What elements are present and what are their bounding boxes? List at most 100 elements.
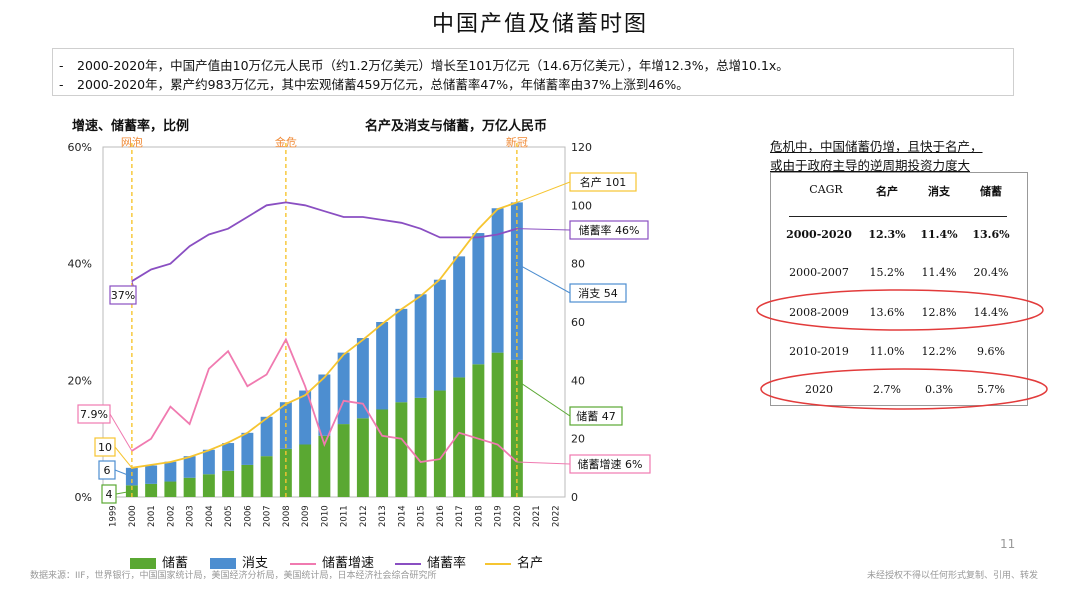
bar-saving: [318, 435, 331, 497]
page-title: 中国产值及储蓄时图: [431, 12, 648, 37]
x-tick-label: 2003: [186, 505, 196, 527]
bar-saving: [453, 377, 466, 497]
callout-label: 储蓄增速 6%: [578, 457, 643, 471]
table-cell: 12.3%: [868, 228, 906, 241]
bar-saving: [202, 474, 215, 497]
x-tick-label: 2012: [359, 505, 369, 527]
callout-leader: [516, 181, 571, 203]
x-tick-label: 2010: [320, 505, 330, 527]
bar-consumption: [145, 465, 158, 484]
bar-saving: [395, 402, 408, 497]
table-cell: 13.6%: [869, 306, 905, 319]
note-line-2: -2000-2020年，累产约983万亿元，其中宏观储蓄459万亿元，总储蓄率4…: [59, 74, 689, 93]
left-axis-title: 增速、储蓄率，比例: [72, 118, 189, 134]
legend-swatch: [210, 558, 236, 569]
table-cell: 5.7%: [977, 383, 1005, 396]
callout-label: 储蓄率 46%: [579, 223, 640, 237]
left-tick-label: 0%: [75, 491, 92, 504]
legend-label: 储蓄率: [427, 556, 467, 571]
callout-box: [569, 406, 623, 426]
x-tick-label: 2015: [417, 505, 427, 527]
x-tick-label: 2014: [397, 505, 407, 527]
bar-saving: [491, 352, 504, 497]
x-tick-label: 2017: [455, 505, 465, 527]
x-tick-label: 2021: [532, 505, 542, 527]
callout-box: [94, 437, 116, 457]
x-tick-label: 2020: [513, 505, 523, 527]
bar-consumption: [453, 256, 466, 378]
callout-label: 6: [104, 464, 111, 477]
x-tick-label: 2006: [243, 505, 253, 527]
bar-saving: [414, 397, 427, 497]
bar-consumption: [222, 443, 235, 471]
table-cell: 11.0%: [869, 345, 905, 358]
bar-consumption: [395, 308, 408, 403]
table-row-label: 2008-2009: [789, 306, 849, 319]
bar-saving: [472, 364, 485, 497]
line-saving-growth: [131, 337, 518, 463]
table-row-label: 2000-2007: [789, 266, 849, 279]
bar-consumption: [510, 202, 523, 360]
side-note-line-1: 危机中，中国储蓄仍增，且快于名产，: [770, 139, 983, 154]
bar-saving: [376, 409, 389, 497]
callout-leader: [516, 461, 571, 465]
x-tick-label: 2016: [436, 505, 446, 527]
right-tick-label: 80: [571, 258, 585, 271]
bar-consumption: [433, 279, 446, 391]
note-text: 2000-2020年，中国产值由10万亿元人民币（约1.2万亿美元）增长至101…: [77, 58, 789, 73]
x-tick-label: 2011: [340, 505, 350, 527]
legend-item-saving-growth: 储蓄增速: [290, 552, 374, 571]
bullet: -: [59, 58, 64, 73]
left-tick-label: 20%: [68, 374, 92, 387]
table-cell: 14.4%: [973, 306, 1009, 319]
bar-consumption: [241, 432, 254, 465]
note-text: 2000-2020年，累产约983万亿元，其中宏观储蓄459万亿元，总储蓄率47…: [77, 77, 689, 92]
legend-item-saving: 储蓄: [130, 552, 188, 571]
right-tick-label: 60: [571, 316, 585, 329]
event-label: 网泡: [121, 135, 143, 149]
table-cell: 12.2%: [921, 345, 957, 358]
x-tick-label: 2022: [551, 505, 561, 527]
legend-item-consumption: 消支: [210, 552, 268, 571]
left-tick-label: 60%: [68, 141, 92, 154]
legend-label: 储蓄: [162, 556, 189, 571]
callout-label: 37%: [111, 289, 135, 302]
summary-notes: -2000-2020年，中国产值由10万亿元人民币（约1.2万亿美元）增长至10…: [52, 48, 1014, 96]
bar-saving: [222, 470, 235, 497]
legend-swatch: [290, 562, 316, 565]
callout-box: [569, 172, 637, 192]
bar-consumption: [164, 461, 177, 482]
legend-item-saving-rate: 储蓄率: [395, 552, 466, 571]
legend-item-nominal-gdp: 名产: [485, 552, 543, 571]
copyright-footer: 未经授权不得以任何形式复制、引用、转发: [866, 571, 1038, 581]
bar-consumption: [260, 416, 273, 457]
x-tick-label: 2019: [494, 505, 504, 527]
right-axis-title: 名产及消支与储蓄，万亿人民币: [365, 118, 547, 134]
x-tick-label: 2002: [166, 505, 176, 527]
callout-box: [109, 285, 137, 305]
legend-label: 名产: [517, 556, 544, 571]
bar-consumption: [183, 456, 196, 478]
cagr-table: CAGR 名产 消支 储蓄 2000-2020 12.3% 11.4% 13.6…: [770, 172, 1028, 406]
line-nominal-gdp: [131, 201, 518, 469]
callout-leader: [516, 263, 571, 294]
x-tick-label: 2005: [224, 505, 234, 527]
table-cell: 13.6%: [972, 228, 1010, 241]
table-header-consumption: 消支: [928, 185, 950, 198]
callout-leader: [109, 413, 133, 452]
bar-consumption: [491, 208, 504, 353]
bar-saving: [241, 464, 254, 497]
callout-label: 储蓄 47: [576, 409, 616, 423]
callout-box: [101, 484, 117, 504]
table-header-saving: 储蓄: [980, 185, 1002, 198]
callout-leader: [114, 469, 133, 478]
right-tick-label: 120: [571, 141, 592, 154]
legend-swatch: [485, 562, 511, 565]
bar-saving: [164, 481, 177, 497]
table-cell: 15.2%: [869, 266, 905, 279]
legend-swatch: [130, 558, 156, 569]
table-header-rule: [789, 216, 1007, 217]
table-row-label: 2000-2020: [786, 228, 852, 241]
callout-leader: [115, 490, 132, 495]
bar-consumption: [299, 390, 312, 445]
